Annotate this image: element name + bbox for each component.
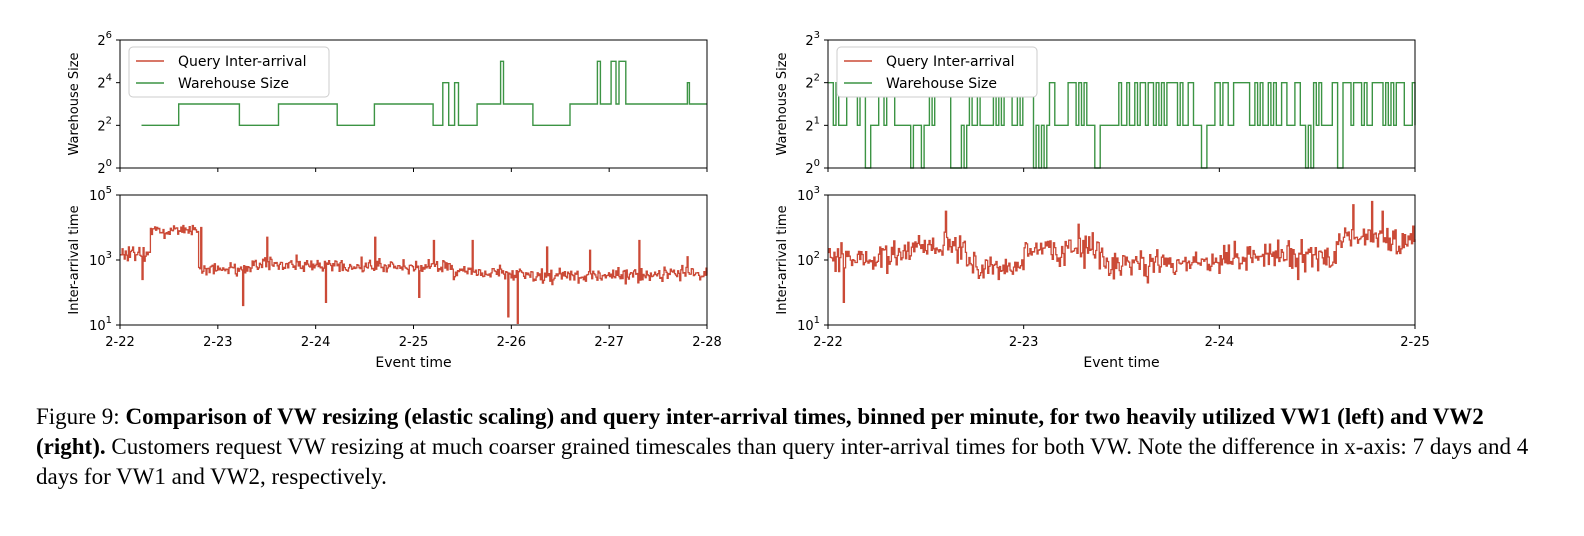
panel-vw1-top-ytick-label: 20 (97, 158, 112, 177)
svg-text:26: 26 (97, 30, 112, 49)
panel-vw1-bottom-axes (119, 194, 708, 326)
panel-vw2-legend-label: Warehouse Size (886, 76, 997, 92)
figure-caption: Figure 9: Comparison of VW resizing (ela… (36, 402, 1536, 492)
panel-vw1-top-ytick-label: 26 (97, 30, 112, 49)
panel-vw1-bottom-ytick-label: 101 (89, 315, 112, 334)
panel-vw2-xtick-label: 2-24 (1205, 335, 1235, 350)
panel-vw1-xtick-label: 2-26 (497, 335, 527, 350)
panel-vw2-top-ylabel: Warehouse Size (775, 52, 790, 155)
panel-vw2-legend-label: Query Inter-arrival (886, 54, 1015, 70)
panel-vw1-xlabel: Event time (375, 355, 451, 371)
panel-vw1-top-ytick-label: 22 (97, 115, 112, 134)
panel-vw2-bottom-ylabel: Inter-arrival time (775, 205, 790, 314)
panel-vw2-legend: Query Inter-arrival Warehouse Size (836, 46, 1038, 98)
svg-text:20: 20 (97, 158, 112, 177)
panel-vw2-top-ytick-label: 23 (805, 30, 820, 49)
panel-vw1-bottom-ylabel: Inter-arrival time (67, 205, 82, 314)
svg-text:21: 21 (805, 115, 820, 134)
panel-vw2-xtick-label: 2-25 (1400, 335, 1430, 350)
panel-vw1-interarrival-line (120, 224, 708, 325)
panel-vw1-xtick-label: 2-27 (594, 335, 624, 350)
panel-vw2-top-axes (827, 39, 1416, 169)
svg-text:105: 105 (89, 185, 112, 204)
panel-vw2-interarrival-line (828, 200, 1416, 303)
panel-vw1-xtick-label: 2-23 (203, 335, 233, 350)
panel-vw1-legend-label: Query Inter-arrival (178, 54, 307, 70)
caption-rest: Customers request VW resizing at much co… (36, 434, 1529, 489)
panel-vw2-top-ytick-label: 22 (805, 73, 820, 92)
panel-vw2-top-ytick-label: 21 (805, 115, 820, 134)
panel-vw1-xtick-label: 2-24 (301, 335, 331, 350)
panel-vw2-legend-frame (836, 46, 1038, 98)
caption-prefix: Figure 9: (36, 404, 120, 429)
panel-vw1-legend: Query Inter-arrival Warehouse Size (128, 46, 330, 98)
panel-vw2-xtick-label: 2-22 (813, 335, 843, 350)
panel-vw1-top-ytick-label: 24 (97, 73, 112, 92)
panel-vw2-top-ytick-label: 20 (805, 158, 820, 177)
svg-text:22: 22 (805, 73, 820, 92)
svg-text:101: 101 (797, 315, 820, 334)
panel-vw1-xtick-label: 2-28 (692, 335, 722, 350)
svg-text:103: 103 (89, 250, 112, 269)
svg-text:103: 103 (797, 185, 820, 204)
panel-vw1-bottom-ytick-label: 103 (89, 250, 112, 269)
svg-text:101: 101 (89, 315, 112, 334)
svg-text:102: 102 (797, 250, 820, 269)
panel-vw2-xtick-label: 2-23 (1009, 335, 1039, 350)
svg-text:22: 22 (97, 115, 112, 134)
panel-vw1-warehouse-size-line (141, 60, 707, 126)
panel-vw2-bottom-ytick-label: 101 (797, 315, 820, 334)
panel-vw1-xtick-label: 2-22 (105, 335, 135, 350)
svg-text:23: 23 (805, 30, 820, 49)
svg-text:20: 20 (805, 158, 820, 177)
panel-vw2-bottom-ytick-label: 103 (797, 185, 820, 204)
panel-vw2-xlabel: Event time (1083, 355, 1159, 371)
panel-vw1-legend-label: Warehouse Size (178, 76, 289, 92)
panel-vw2-bottom-ytick-label: 102 (797, 250, 820, 269)
panel-vw1-xtick-label: 2-25 (399, 335, 429, 350)
panel-vw1-top-ylabel: Warehouse Size (67, 52, 82, 155)
panel-vw1-bottom-ytick-label: 105 (89, 185, 112, 204)
panel-vw1-legend-frame (128, 46, 330, 98)
svg-text:24: 24 (97, 73, 112, 92)
caption-bold: Comparison of VW resizing (elastic scali… (36, 404, 1484, 459)
